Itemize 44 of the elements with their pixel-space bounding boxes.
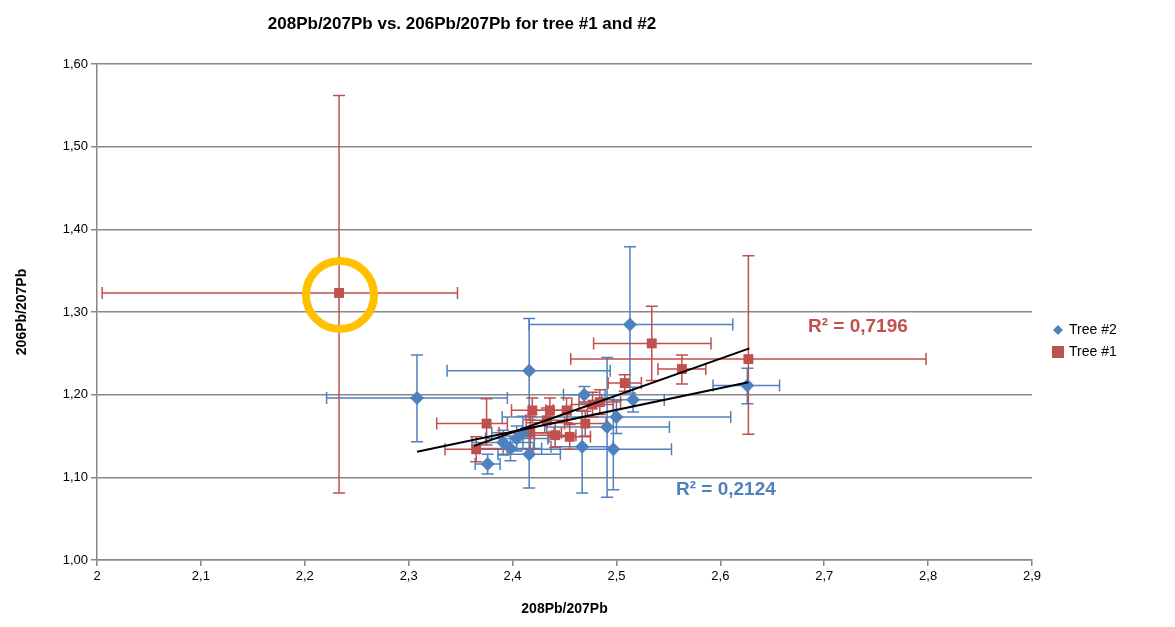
y-tick-label: 1,30	[62, 303, 88, 319]
point	[609, 409, 624, 424]
point	[550, 430, 561, 441]
x-tick-label: 2	[93, 568, 101, 584]
x-tick-label: 2,4	[503, 568, 522, 584]
x-tick-label: 2,9	[1022, 568, 1042, 584]
point	[622, 317, 637, 332]
y-tick-label: 1,60	[62, 55, 88, 71]
point	[522, 363, 537, 378]
point	[580, 418, 591, 429]
y-tick-label: 1,50	[62, 138, 88, 154]
x-tick-label: 2,6	[711, 568, 730, 584]
point	[600, 419, 615, 434]
point	[496, 435, 511, 450]
legend-label: Tree #1	[1069, 342, 1117, 359]
y-tick-label: 1,10	[62, 468, 88, 484]
x-tick-label: 2,1	[191, 568, 210, 584]
legend-label: Tree #2	[1069, 320, 1117, 337]
point	[564, 431, 575, 442]
x-tick-label: 2,7	[815, 568, 834, 584]
annotation: R² = 0,2124	[676, 478, 777, 500]
point	[481, 418, 492, 429]
x-tick-label: 2,2	[295, 568, 314, 584]
x-tick-label: 2,8	[919, 568, 938, 584]
point	[646, 338, 657, 349]
point	[743, 354, 754, 365]
point	[575, 439, 590, 454]
x-axis-title: 208Pb/207Pb	[521, 600, 608, 617]
y-axis-title: 206Pb/207Pb	[13, 268, 30, 356]
chart-title: 208Pb/207Pb vs. 206Pb/207Pb for tree #1 and #2	[267, 13, 657, 33]
point	[503, 441, 518, 456]
point	[334, 288, 345, 298]
y-tick-label: 1,00	[62, 551, 88, 567]
x-tick-label: 2,5	[607, 568, 626, 584]
point	[545, 405, 555, 416]
point	[626, 392, 641, 407]
y-tick-label: 1,40	[62, 220, 88, 236]
point	[606, 442, 621, 457]
point	[527, 405, 538, 416]
point	[409, 390, 424, 405]
y-tick-label: 1,20	[62, 386, 88, 402]
annotation: R² = 0,7196	[808, 315, 908, 337]
x-tick-label: 2,3	[399, 568, 418, 584]
point	[522, 447, 537, 462]
